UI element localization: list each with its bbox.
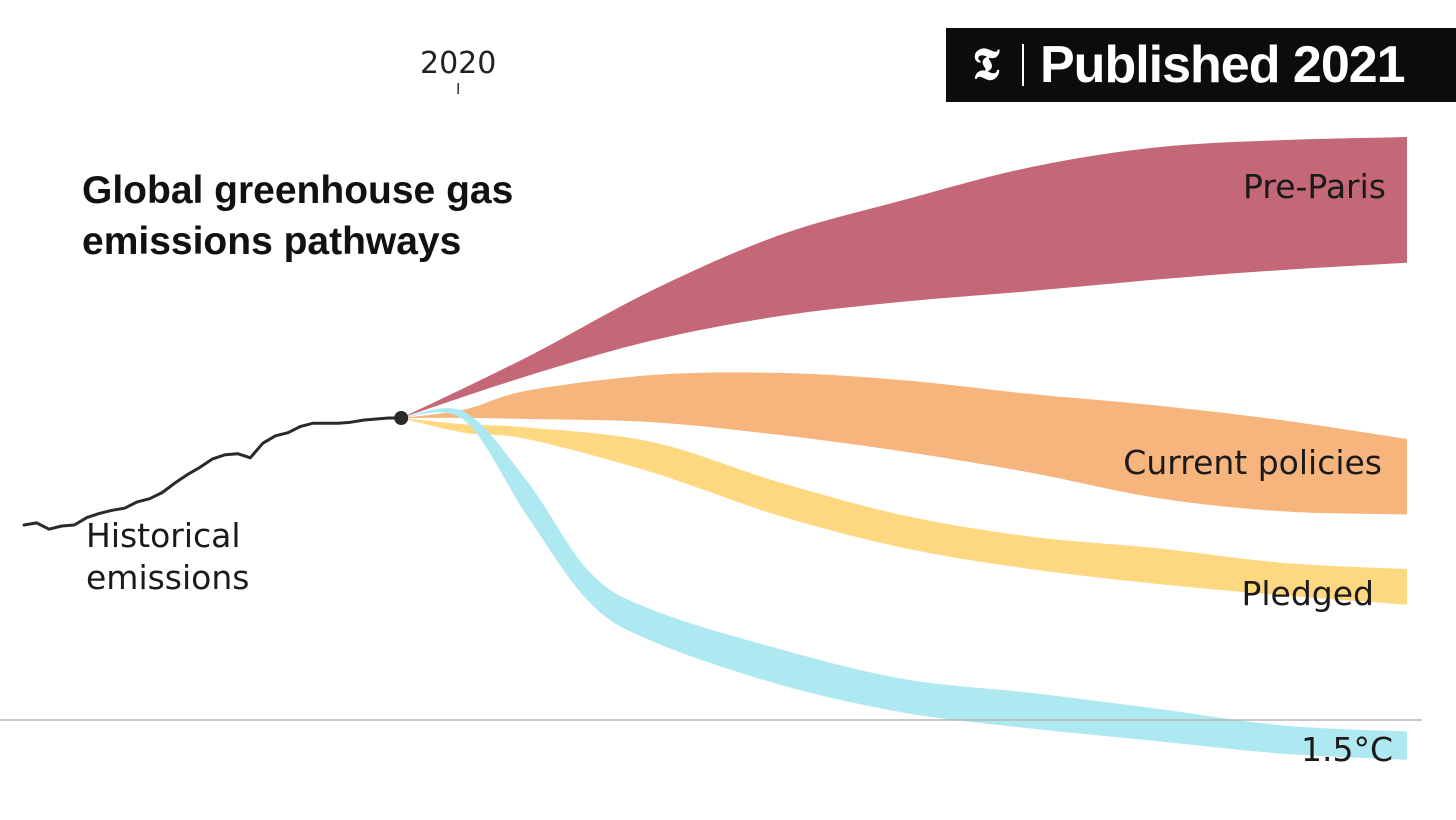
historical-end-point bbox=[394, 411, 409, 425]
x-tick-label-2020: 2020 bbox=[420, 46, 496, 81]
published-badge-text: Published 2021 bbox=[1040, 36, 1406, 94]
chart-title-line-1: Global greenhouse gas bbox=[82, 169, 513, 212]
series-label-pre-paris: Pre-Paris bbox=[1243, 167, 1386, 206]
band-1-5-c bbox=[401, 408, 1407, 760]
historical-emissions-line bbox=[22, 416, 403, 531]
badge-separator bbox=[1022, 44, 1024, 86]
historical-label-line-1: Historical bbox=[86, 516, 241, 555]
series-label-pledged: Pledged bbox=[1241, 574, 1374, 613]
series-label-current-policies: Current policies bbox=[1123, 443, 1382, 482]
nyt-logo-icon: 𝕿 bbox=[972, 39, 1000, 90]
pathway-bands bbox=[401, 137, 1407, 760]
series-label-1-5c: 1.5°C bbox=[1301, 730, 1393, 769]
published-badge: 𝕿 Published 2021 bbox=[946, 28, 1456, 102]
historical-label-line-2: emissions bbox=[86, 558, 249, 597]
chart-title-line-2: emissions pathways bbox=[82, 220, 461, 263]
band-pledged bbox=[401, 418, 1407, 605]
band-current-policies bbox=[401, 372, 1407, 515]
band-pre-paris bbox=[401, 137, 1407, 418]
